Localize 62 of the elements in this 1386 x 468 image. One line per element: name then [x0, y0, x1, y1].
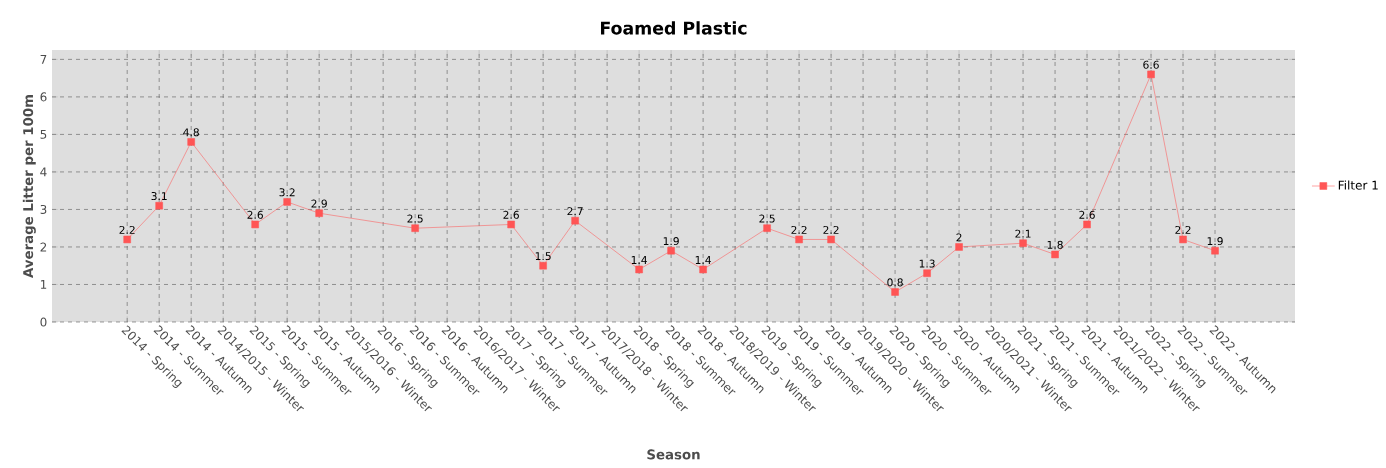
point [1211, 246, 1219, 255]
data-label: 2.6 [503, 210, 519, 219]
data-label: 2.5 [759, 214, 775, 223]
data-label: 2.5 [407, 214, 423, 223]
y-tick-label: 4 [40, 167, 47, 177]
y-tick-label: 5 [40, 129, 47, 139]
point [1147, 70, 1155, 79]
point [923, 269, 931, 277]
point [955, 243, 963, 251]
data-label: 2.1 [1015, 229, 1031, 238]
point [699, 265, 707, 274]
data-label: 1.3 [919, 259, 935, 268]
chart-title: Foamed Plastic [601, 21, 747, 35]
data-label: 2.2 [823, 225, 839, 234]
point [795, 235, 803, 244]
point [763, 224, 771, 232]
y-tick-label: 2 [40, 242, 47, 252]
y-tick-label: 1 [40, 280, 47, 289]
point [1019, 239, 1027, 247]
data-label: 1.5 [535, 252, 551, 261]
data-label: 1.9 [663, 237, 679, 246]
point [539, 261, 547, 270]
point [1083, 220, 1091, 229]
point [411, 224, 419, 232]
data-label: 1.8 [1047, 240, 1063, 249]
point [667, 246, 675, 255]
data-label: 3.2 [279, 188, 295, 197]
data-label: 3.1 [151, 192, 167, 201]
point [155, 201, 163, 210]
y-axis-title: Average Litter per 100m [22, 95, 36, 278]
data-label: 2.2 [1175, 225, 1191, 234]
y-tick-label: 0 [40, 317, 47, 327]
x-axis-title: Season [647, 449, 700, 460]
data-label: 2.2 [119, 225, 135, 234]
point [315, 209, 323, 217]
point [283, 198, 291, 206]
point [1051, 250, 1059, 259]
legend-label: Filter 1 [1338, 180, 1378, 190]
y-tick-label: 3 [40, 204, 47, 214]
data-label: 1.9 [1207, 237, 1223, 246]
point [1179, 235, 1187, 244]
data-label: 1.4 [631, 256, 647, 264]
data-label: 2.6 [247, 210, 263, 219]
data-label: 2.6 [1079, 210, 1095, 219]
data-label: 1.4 [695, 256, 711, 264]
data-label: 6.6 [1143, 60, 1159, 69]
data-label: 2 [956, 233, 962, 242]
point [123, 235, 131, 244]
point [827, 235, 835, 244]
y-tick-label: 7 [40, 55, 47, 64]
point [891, 288, 899, 296]
data-label: 2.7 [567, 207, 583, 216]
data-label: 2.9 [311, 199, 327, 208]
point [251, 220, 259, 229]
point [507, 220, 515, 229]
data-label: 2.2 [791, 225, 807, 234]
point [187, 138, 195, 146]
point [571, 216, 579, 225]
point [635, 265, 643, 274]
data-label: 4.8 [183, 128, 199, 137]
y-tick-label: 6 [40, 92, 47, 102]
data-label: 0.8 [887, 278, 903, 287]
